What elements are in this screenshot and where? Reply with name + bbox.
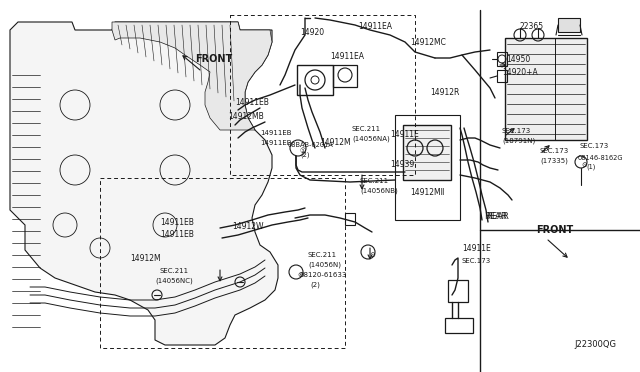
Text: 14912M: 14912M [320,138,351,147]
Text: 14912M: 14912M [130,254,161,263]
Text: ⊙: ⊙ [581,162,587,168]
Text: ⊙: ⊙ [297,272,303,278]
Text: 22365: 22365 [520,22,544,31]
Text: SEC.173: SEC.173 [502,128,531,134]
Text: FRONT: FRONT [195,54,232,64]
Text: (18791N): (18791N) [502,137,535,144]
Text: REAR: REAR [486,212,509,221]
Text: (1): (1) [586,164,595,170]
Text: 14912W: 14912W [232,222,264,231]
Text: SEC.173: SEC.173 [540,148,569,154]
Text: 14911E: 14911E [462,244,491,253]
Text: (14056NA): (14056NA) [352,135,390,141]
Text: SEC.173: SEC.173 [580,143,609,149]
Text: (2): (2) [300,151,310,157]
Bar [497,70,507,82]
Bar [297,65,333,95]
Text: 14911EA: 14911EA [358,22,392,31]
Text: (14056N): (14056N) [308,261,341,267]
Text: SEC.211: SEC.211 [160,268,189,274]
Text: 08146-8162G: 08146-8162G [578,155,623,161]
Bar [403,125,451,180]
Text: (2): (2) [310,281,320,288]
Text: 14911EA: 14911EA [330,52,364,61]
Text: ①: ① [299,148,305,154]
Text: 08BAB-6201A: 08BAB-6201A [288,142,333,148]
Text: 14912MC: 14912MC [410,38,446,47]
Bar [345,213,355,225]
Text: 14920+A: 14920+A [502,68,538,77]
Text: SEC.173: SEC.173 [462,258,492,264]
Text: SEC.211: SEC.211 [360,178,389,184]
Text: 14912MB: 14912MB [228,112,264,121]
Bar [445,318,473,333]
Polygon shape [112,22,272,130]
Text: (17335): (17335) [540,157,568,164]
Bar [448,280,468,302]
Bar [395,115,460,220]
Text: 08120-61633: 08120-61633 [300,272,348,278]
Text: 14911EB: 14911EB [260,140,291,146]
Text: ⊙: ⊙ [369,252,375,258]
Bar [333,65,357,87]
Text: FRONT: FRONT [536,225,573,235]
Text: REAR: REAR [484,212,507,221]
Text: SEC.211: SEC.211 [308,252,337,258]
Text: 14939: 14939 [390,160,414,169]
Polygon shape [10,22,278,345]
Bar [558,18,580,32]
Text: 14911EB: 14911EB [235,98,269,107]
Text: 14920: 14920 [300,28,324,37]
Bar [505,38,587,140]
Bar [497,52,507,66]
Text: J22300QG: J22300QG [574,340,616,349]
Text: 14911EB: 14911EB [160,230,194,239]
Text: (14056NB): (14056NB) [360,187,397,193]
Text: 14912MⅡ: 14912MⅡ [410,188,444,197]
Text: 14950: 14950 [506,55,531,64]
Text: (14056NC): (14056NC) [155,277,193,283]
Text: 14911EB: 14911EB [160,218,194,227]
Text: 14911E: 14911E [390,130,419,139]
Text: 14912R: 14912R [430,88,460,97]
Text: SEC.211: SEC.211 [352,126,381,132]
Text: 14911EB: 14911EB [260,130,291,136]
